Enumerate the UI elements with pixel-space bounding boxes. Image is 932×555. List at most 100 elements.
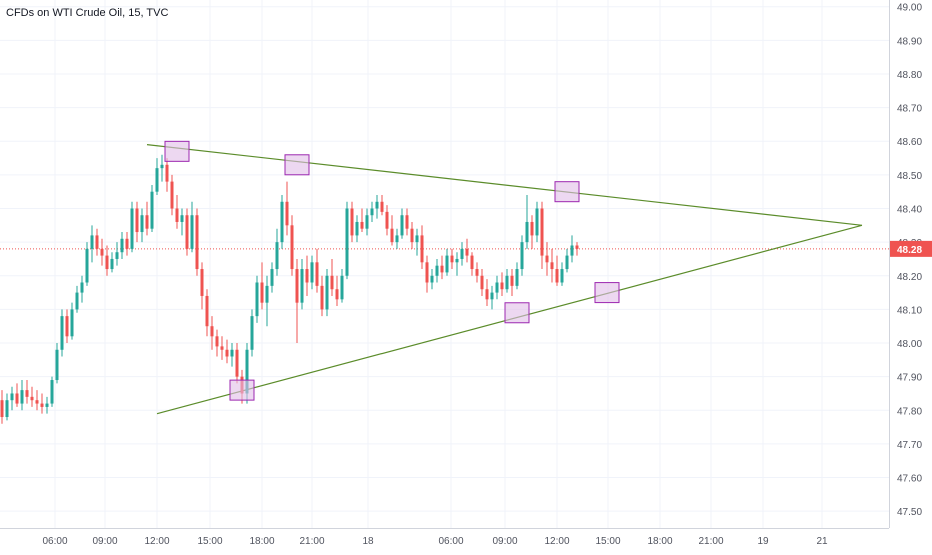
candle-body [560, 269, 564, 283]
candle-body [445, 255, 449, 273]
candle-body [550, 262, 554, 270]
candle-body [265, 285, 269, 303]
candle-body [515, 269, 519, 286]
candle-body [195, 215, 199, 270]
candle-body [520, 242, 524, 270]
candle-body [120, 238, 124, 253]
chart-title: CFDs on WTI Crude Oil, 15, TVC [6, 7, 169, 19]
candle-body [295, 269, 299, 303]
candle-body [95, 235, 99, 249]
candle-body [105, 255, 109, 270]
pivot-marker [594, 282, 620, 304]
candle-body [275, 242, 279, 270]
candle-body [440, 265, 444, 273]
candle-body [250, 316, 254, 350]
candle-body [125, 238, 129, 249]
candle-body [40, 403, 44, 407]
candle-body [430, 275, 434, 283]
candle-body [310, 262, 314, 283]
candle-body [150, 191, 154, 229]
candle-body [75, 292, 79, 310]
candle-body [260, 282, 264, 303]
candle-body [55, 349, 59, 381]
candle-body [155, 168, 159, 192]
candle-body [25, 390, 29, 397]
candle-body [285, 201, 289, 226]
candle-body [495, 282, 499, 293]
candle-body [85, 248, 89, 283]
candle-body [20, 390, 24, 404]
candle-body [565, 255, 569, 270]
y-tick-label: 48.50 [897, 171, 922, 182]
candle-body [350, 208, 354, 236]
candle-body [465, 248, 469, 256]
y-tick-label: 47.70 [897, 440, 922, 451]
x-tick-label: 18 [362, 536, 374, 547]
candle-body [375, 201, 379, 209]
candle-body [5, 400, 9, 418]
candle-body [90, 235, 94, 249]
candle-body [460, 248, 464, 259]
y-tick-label: 48.00 [897, 339, 922, 350]
candle-body [355, 221, 359, 236]
candle-body [165, 164, 169, 182]
candle-body [530, 221, 534, 236]
candle-body [345, 208, 349, 276]
candle-body [335, 289, 339, 300]
y-tick-label: 47.90 [897, 373, 922, 384]
x-tick-label: 15:00 [197, 536, 222, 547]
pivot-marker [164, 140, 190, 162]
candle-body [525, 221, 529, 243]
candle-body [145, 215, 149, 229]
candle-body [450, 255, 454, 263]
candle-body [555, 269, 559, 283]
pivot-marker [554, 181, 580, 203]
candle-body [235, 349, 239, 377]
candle-body [0, 400, 4, 418]
candle-body [230, 349, 234, 357]
candle-body [210, 326, 214, 337]
x-tick-label: 15:00 [595, 536, 620, 547]
candle-body [570, 245, 574, 256]
candle-body [325, 275, 329, 310]
candle-body [340, 275, 344, 300]
y-tick-label: 48.40 [897, 205, 922, 216]
candle-body [280, 201, 284, 243]
candle-body [185, 215, 189, 249]
candle-body [385, 211, 389, 229]
y-tick-label: 47.50 [897, 507, 922, 518]
candle-body [215, 336, 219, 347]
pivot-marker [229, 379, 255, 401]
x-tick-label: 18:00 [249, 536, 274, 547]
candle-body [140, 215, 144, 233]
x-tick-label: 21:00 [299, 536, 324, 547]
candle-body [500, 282, 504, 290]
candle-body [270, 269, 274, 286]
candle-body [160, 164, 164, 169]
candle-body [425, 262, 429, 283]
candle-body [360, 221, 364, 229]
candle-body [420, 235, 424, 263]
pivot-marker [504, 302, 530, 324]
candle-body [10, 393, 14, 401]
candle-body [65, 316, 69, 337]
candle-body [365, 215, 369, 229]
candle-body [330, 275, 334, 290]
candle-body [180, 215, 184, 222]
candle-body [415, 235, 419, 243]
x-tick-label: 12:00 [144, 536, 169, 547]
candle-body [540, 208, 544, 256]
candle-body [480, 275, 484, 290]
candle-body [510, 275, 514, 286]
candle-body [290, 225, 294, 270]
candle-body [300, 269, 304, 303]
x-tick-label: 06:00 [438, 536, 463, 547]
x-tick-label: 09:00 [92, 536, 117, 547]
candle-body [200, 269, 204, 296]
x-tick-label: 09:00 [492, 536, 517, 547]
x-tick-label: 21 [816, 536, 828, 547]
y-tick-label: 48.80 [897, 70, 922, 81]
trendline [146, 144, 863, 226]
